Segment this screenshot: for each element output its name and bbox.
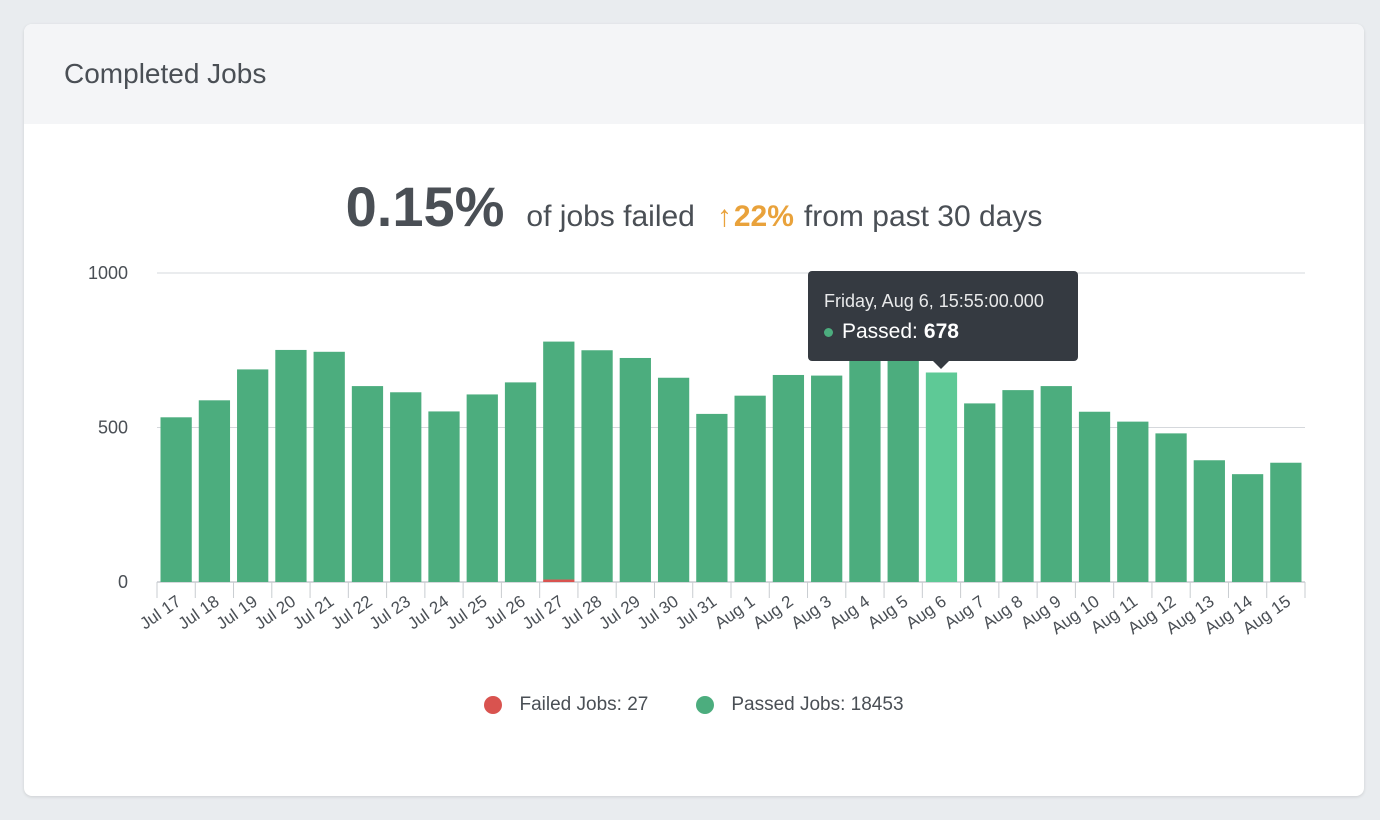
bar-passed: [1270, 462, 1302, 582]
y-tick-label: 0: [118, 572, 128, 592]
bar-passed: [925, 372, 958, 582]
bar-passed: [619, 357, 651, 582]
x-tick-label: Jul 29: [596, 592, 644, 634]
x-tick-label: Jul 19: [213, 592, 261, 634]
x-tick-label: Aug 1: [711, 592, 758, 633]
bar-passed: [1193, 460, 1225, 582]
x-tick-label: Jul 17: [136, 592, 184, 634]
trend-period-text: from past 30 days: [803, 200, 1043, 233]
x-tick-label: Jul 22: [328, 592, 376, 634]
card-header: Completed Jobs: [24, 24, 1364, 124]
x-tick-label: Jul 30: [634, 592, 682, 634]
bar-passed: [1117, 421, 1149, 582]
failure-summary-text: of jobs failed: [526, 200, 695, 233]
x-tick-label: Jul 23: [366, 592, 414, 634]
tooltip-label: Passed:: [842, 320, 918, 343]
card-title: Completed Jobs: [64, 58, 267, 89]
bar-passed: [581, 350, 613, 582]
arrow-up-icon: ↑: [716, 200, 732, 233]
bar-passed: [811, 375, 843, 582]
chart-tooltip: Friday, Aug 6, 15:55:00.000 Passed: 678: [808, 271, 1078, 369]
failure-summary: 0.15% of jobs failed ↑ 22% from past 30 …: [24, 174, 1364, 239]
x-tick-label: Aug 4: [826, 592, 873, 633]
legend-passed-label: Passed Jobs: 18453: [731, 694, 904, 715]
bar-passed: [428, 411, 460, 582]
x-tick-label: Jul 24: [404, 592, 452, 634]
passed-dot-icon: [824, 327, 833, 337]
bar-passed: [1078, 411, 1111, 582]
trend-indicator: ↑ 22%: [717, 200, 794, 234]
bar-passed: [390, 392, 422, 582]
x-tick-label: Aug 7: [941, 592, 988, 633]
passed-dot-icon: [696, 696, 715, 714]
bar-failed: [543, 579, 575, 582]
legend-item-failed[interactable]: Failed Jobs: 27: [484, 694, 648, 716]
bar-passed: [198, 400, 231, 582]
bar-passed: [351, 386, 384, 582]
bar-passed: [849, 357, 881, 582]
bar-passed: [543, 341, 575, 580]
legend-item-passed[interactable]: Passed Jobs: 18453: [696, 694, 904, 716]
bar-passed: [657, 377, 690, 582]
x-tick-label: Aug 3: [788, 592, 835, 633]
tooltip-value: 678: [923, 320, 959, 343]
tooltip-row: Passed: 678: [824, 320, 1078, 344]
x-tick-label: Jul 31: [672, 592, 720, 634]
bar-passed: [313, 351, 345, 582]
bar-passed: [772, 374, 805, 582]
x-tick-label: Aug 2: [749, 592, 796, 633]
bar-passed: [1002, 390, 1034, 582]
x-tick-label: Jul 21: [289, 592, 337, 634]
x-tick-label: Jul 27: [519, 592, 567, 634]
completed-jobs-card: Completed Jobs 0.15% of jobs failed ↑ 22…: [24, 24, 1364, 796]
bar-passed: [964, 403, 996, 582]
x-tick-label: Aug 8: [979, 592, 1026, 633]
failure-percent: 0.15%: [345, 175, 505, 238]
bar-passed: [696, 413, 728, 582]
x-tick-label: Aug 5: [864, 592, 911, 633]
bar-passed: [466, 394, 498, 582]
bar-passed: [237, 369, 269, 582]
bar-passed: [887, 353, 919, 582]
bar-passed: [734, 395, 766, 582]
failed-dot-icon: [484, 696, 503, 714]
x-tick-label: Jul 18: [175, 592, 223, 634]
x-tick-label: Jul 20: [251, 592, 299, 634]
trend-value: 22%: [733, 200, 794, 233]
x-tick-label: Jul 26: [481, 592, 529, 634]
bar-passed: [1231, 474, 1264, 582]
chart-legend: Failed Jobs: 27 Passed Jobs: 18453: [24, 694, 1364, 716]
x-tick-label: Jul 28: [557, 592, 605, 634]
bar-passed: [1155, 433, 1187, 582]
y-tick-label: 500: [98, 418, 128, 438]
tooltip-date: Friday, Aug 6, 15:55:00.000: [824, 291, 1044, 311]
bar-passed: [160, 417, 192, 582]
bar-passed: [1040, 386, 1072, 582]
x-tick-label: Jul 25: [442, 592, 490, 634]
legend-failed-label: Failed Jobs: 27: [519, 694, 649, 715]
x-tick-label: Aug 6: [902, 592, 949, 633]
bar-passed: [504, 382, 537, 582]
y-tick-label: 1000: [88, 263, 128, 283]
bar-passed: [275, 349, 307, 582]
